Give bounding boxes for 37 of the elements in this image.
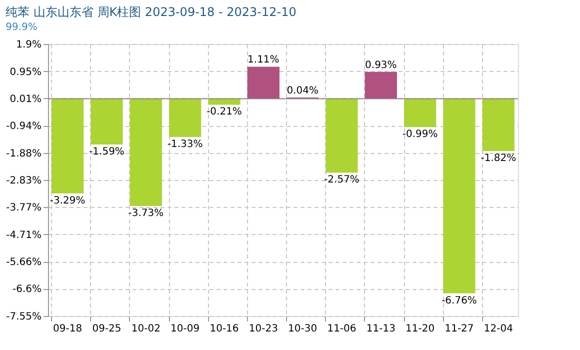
- data-label: -2.57%: [324, 174, 360, 186]
- data-label: 0.04%: [286, 86, 318, 97]
- y-tick-label: 0.95%: [10, 66, 42, 78]
- y-tick-label: -1.88%: [6, 148, 42, 160]
- chart-title: 纯苯 山东山东省 周K柱图 2023-09-18 - 2023-12-10: [6, 5, 296, 19]
- y-tick-label: -4.71%: [6, 230, 42, 241]
- y-tick-label: 1.9%: [16, 40, 42, 50]
- data-label: -3.29%: [50, 195, 86, 206]
- y-tick-label: -3.77%: [6, 202, 42, 214]
- y-tick-label: -7.55%: [6, 312, 42, 322]
- data-label: -3.73%: [128, 208, 164, 220]
- data-label: -0.99%: [402, 129, 438, 140]
- y-tick-label: -0.94%: [6, 121, 42, 132]
- data-label: -0.21%: [206, 106, 242, 118]
- x-tick-label: 10-02: [131, 324, 160, 334]
- data-label: -6.76%: [442, 295, 477, 306]
- data-label: 1.11%: [248, 54, 280, 66]
- data-label: -1.33%: [167, 138, 203, 150]
- x-tick-label: 12-04: [484, 324, 513, 334]
- x-tick-label: 10-23: [248, 324, 278, 334]
- x-tick-label: 09-25: [92, 324, 122, 334]
- y-tick-label: 0.01%: [10, 94, 42, 105]
- data-label: -1.59%: [89, 146, 124, 158]
- x-tick-label: 11-13: [366, 324, 396, 334]
- x-tick-label: 09-18: [53, 324, 82, 334]
- y-tick-label: -6.6%: [12, 284, 42, 296]
- chart-subtitle: 99.9%: [6, 22, 38, 33]
- x-tick-label: 10-09: [170, 324, 200, 334]
- data-label: -1.82%: [480, 153, 516, 164]
- x-tick-label: 11-20: [406, 324, 435, 334]
- x-tick-label: 11-27: [444, 324, 474, 334]
- data-label: 0.93%: [365, 60, 397, 71]
- y-tick-label: -5.66%: [6, 257, 42, 268]
- x-tick-label: 10-30: [288, 324, 318, 334]
- x-tick-label: 10-16: [210, 324, 239, 334]
- x-tick-label: 11-06: [327, 324, 356, 334]
- y-tick-label: -2.83%: [6, 176, 42, 187]
